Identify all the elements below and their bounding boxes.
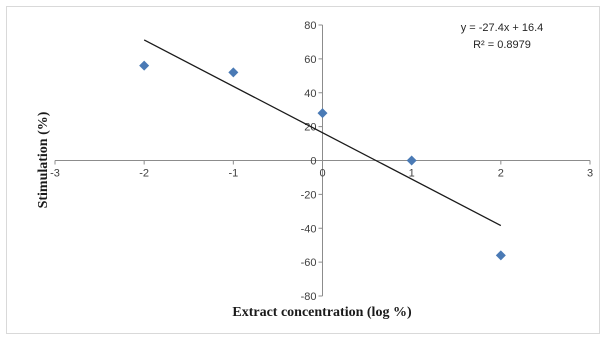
y-tick-label: 20 xyxy=(304,122,316,134)
x-tick-label: 1 xyxy=(409,168,415,180)
y-tick-label: -20 xyxy=(301,189,317,201)
data-point xyxy=(406,155,417,166)
x-tick-label: 0 xyxy=(319,168,325,180)
y-tick-label: 80 xyxy=(304,20,316,32)
equation-label: y = -27.4x + 16.4 xyxy=(461,22,544,34)
y-tick-label: 40 xyxy=(304,88,316,100)
y-tick-label: -80 xyxy=(301,291,317,303)
axes xyxy=(54,24,591,297)
x-tick-label: -2 xyxy=(139,168,149,180)
data-point xyxy=(495,250,506,261)
trendline xyxy=(143,39,502,227)
data-point xyxy=(317,108,328,119)
y-tick-label: 60 xyxy=(304,54,316,66)
y-tick-label: 0 xyxy=(310,156,316,168)
x-tick-label: -1 xyxy=(228,168,238,180)
r-squared-label: R² = 0.8979 xyxy=(473,39,531,51)
x-axis-title: Extract concentration (log %) xyxy=(232,305,412,320)
x-tick-label: 2 xyxy=(498,168,504,180)
x-tick-label: 3 xyxy=(587,168,593,180)
x-tick-label: -3 xyxy=(50,168,60,180)
data-points xyxy=(139,60,506,261)
data-point xyxy=(228,67,239,78)
y-tick-label: -60 xyxy=(301,257,317,269)
trendline-group xyxy=(143,39,502,227)
chart-frame xyxy=(6,6,600,334)
y-axis-title: Stimulation (%) xyxy=(36,111,51,208)
data-point xyxy=(139,60,150,71)
y-tick-label: -40 xyxy=(301,223,317,235)
